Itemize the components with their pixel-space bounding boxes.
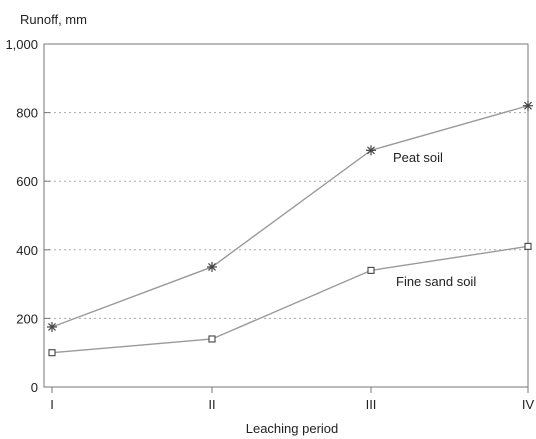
- x-tick-label: IV: [522, 397, 535, 412]
- plot-area-frame: [43, 43, 529, 388]
- series-label-fine-sand-soil: Fine sand soil: [396, 274, 476, 289]
- y-tick-label: 0: [31, 380, 38, 395]
- series-layer: [47, 100, 533, 357]
- y-tick-label: 800: [16, 106, 38, 121]
- data-point-square: [524, 242, 532, 250]
- data-point-asterisk: [523, 100, 533, 111]
- data-point-square: [367, 266, 375, 274]
- y-tick-label: 400: [16, 243, 38, 258]
- x-tick-label: III: [366, 397, 377, 412]
- series-label-peat-soil: Peat soil: [393, 150, 443, 165]
- series-fine-sand-soil: [48, 242, 532, 357]
- y-tick-label: 600: [16, 174, 38, 189]
- data-point-asterisk: [366, 145, 376, 156]
- x-tick-label: I: [50, 397, 54, 412]
- series-line-fine-sand-soil: [51, 245, 529, 354]
- data-point-square: [208, 335, 216, 343]
- data-point-asterisk: [47, 321, 57, 332]
- data-point-asterisk: [207, 261, 217, 272]
- y-axis-title: Runoff, mm: [20, 12, 87, 27]
- y-axis-ticks: 0 200 400 600 800 1,000: [5, 37, 50, 395]
- x-axis-ticks: I II III IV: [50, 387, 534, 412]
- y-tick-label: 200: [16, 311, 38, 326]
- y-tick-label: 1,000: [5, 37, 38, 52]
- data-point-square: [48, 349, 56, 357]
- x-tick-label: II: [208, 397, 215, 412]
- series-line-peat-soil: [51, 105, 529, 328]
- grid-lines: [44, 112, 528, 319]
- x-axis-title: Leaching period: [246, 421, 339, 436]
- series-peat-soil: [47, 100, 533, 332]
